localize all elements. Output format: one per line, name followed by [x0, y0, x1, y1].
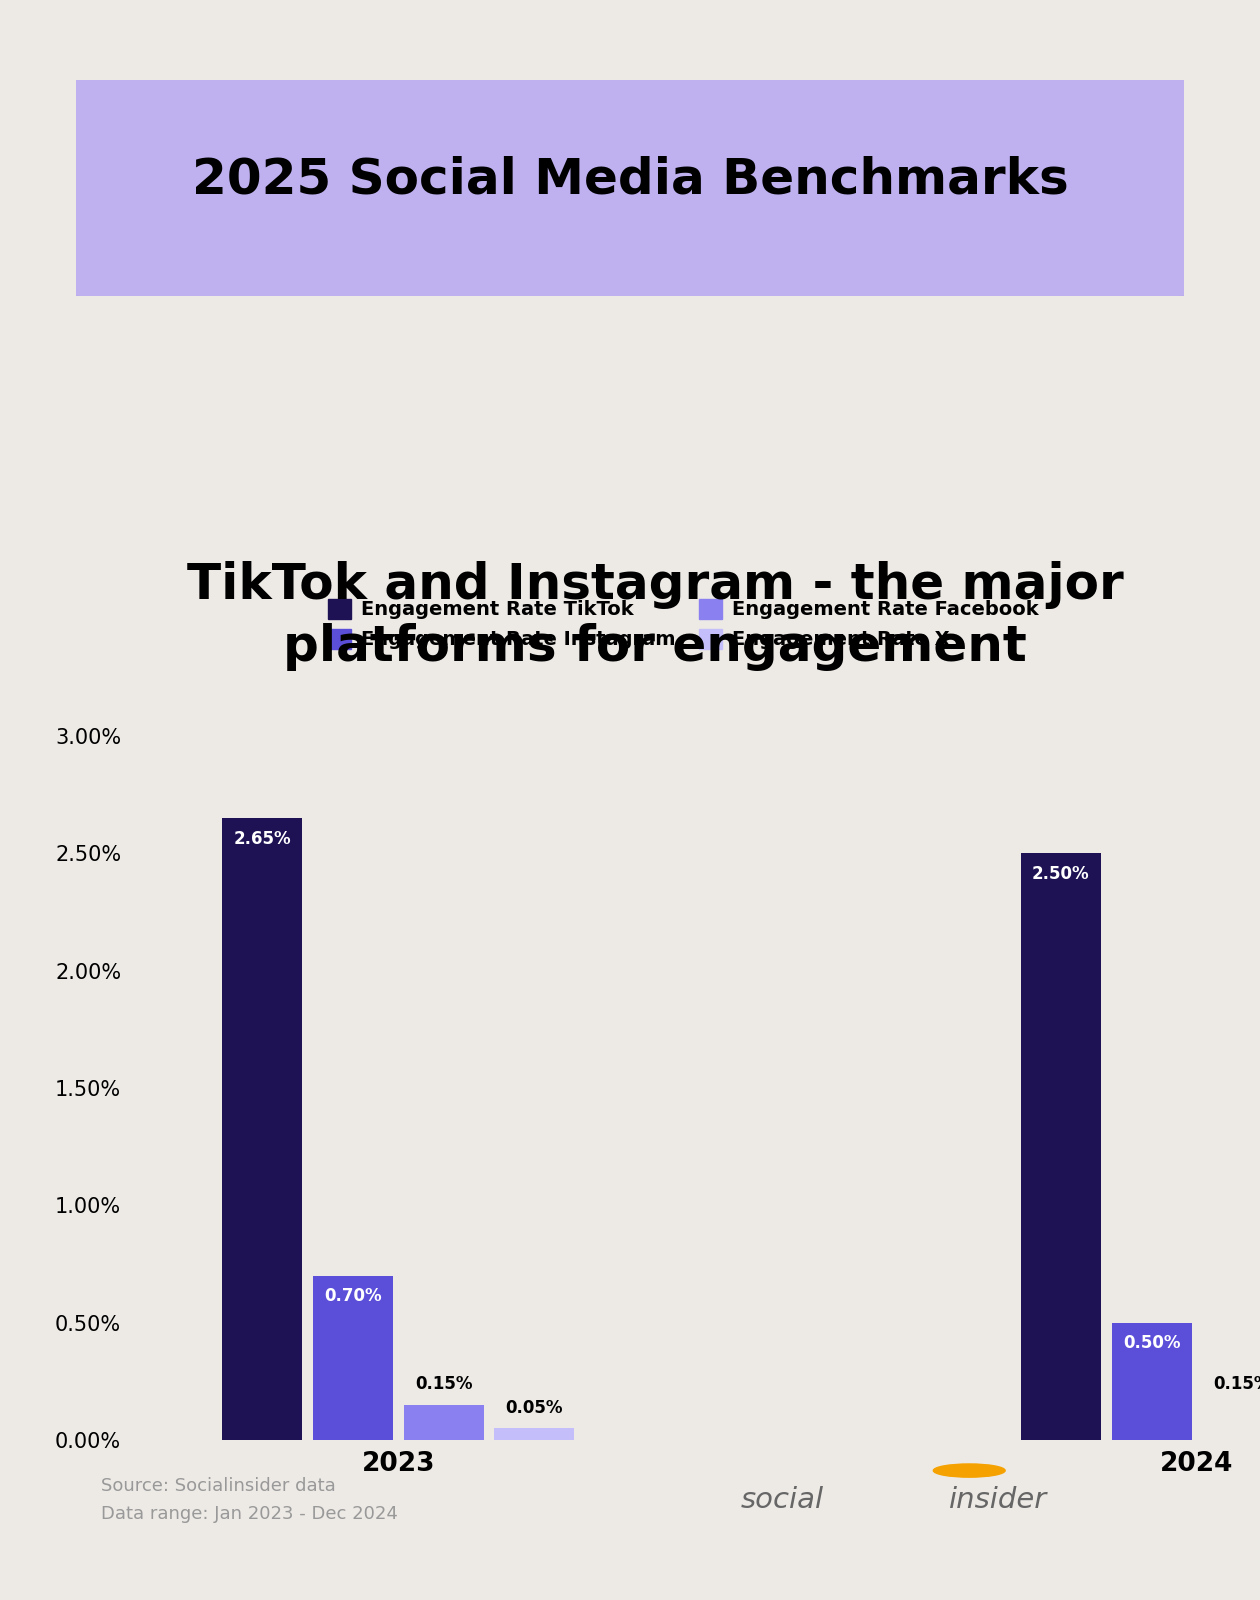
Text: 2.65%: 2.65%: [233, 830, 291, 848]
Text: 0.70%: 0.70%: [324, 1288, 382, 1306]
Bar: [222, 818, 302, 1440]
Text: social: social: [741, 1485, 824, 1514]
Text: 0.05%: 0.05%: [505, 1398, 563, 1416]
Legend: Engagement Rate TikTok, Engagement Rate Instagram, Engagement Rate Facebook, Eng: Engagement Rate TikTok, Engagement Rate …: [320, 590, 1046, 658]
Text: 0.15%: 0.15%: [1213, 1374, 1260, 1394]
Text: 0.50%: 0.50%: [1123, 1334, 1181, 1352]
FancyBboxPatch shape: [0, 91, 1260, 331]
Text: 2.50%: 2.50%: [1032, 866, 1090, 883]
Bar: [1021, 853, 1101, 1440]
Bar: [1202, 1405, 1260, 1440]
Text: insider: insider: [949, 1485, 1047, 1514]
Text: 2025 Social Media Benchmarks: 2025 Social Media Benchmarks: [192, 155, 1068, 203]
Text: Source: Socialinsider data
Data range: Jan 2023 - Dec 2024: Source: Socialinsider data Data range: J…: [101, 1477, 398, 1523]
Text: 0.15%: 0.15%: [415, 1374, 472, 1394]
FancyBboxPatch shape: [0, 78, 1260, 296]
Circle shape: [934, 1464, 1005, 1477]
Bar: [1111, 1323, 1192, 1440]
Bar: [403, 1405, 484, 1440]
Text: TikTok and Instagram - the major
platforms for engagement: TikTok and Instagram - the major platfor…: [186, 562, 1124, 670]
Bar: [312, 1275, 393, 1440]
Bar: [494, 1429, 575, 1440]
